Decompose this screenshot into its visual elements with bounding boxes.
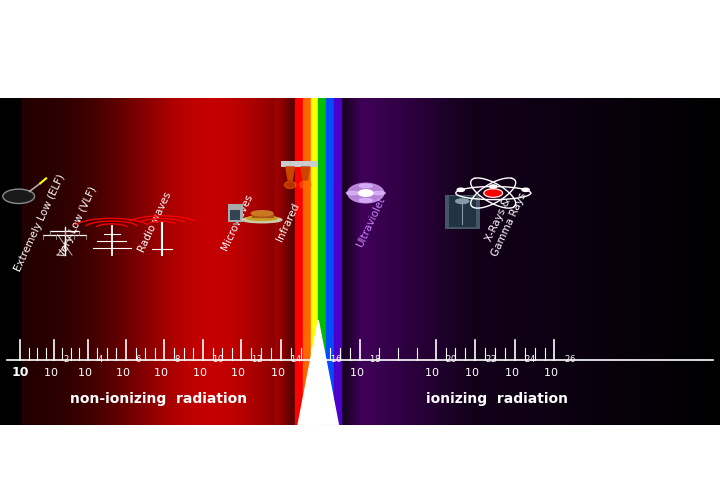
Text: $10$: $10$ <box>309 366 325 378</box>
Text: $10$: $10$ <box>348 366 364 378</box>
Ellipse shape <box>348 183 384 203</box>
Bar <box>233 223 238 225</box>
Text: $10$: $10$ <box>230 366 246 378</box>
Text: $6$: $6$ <box>135 353 142 364</box>
Circle shape <box>3 189 35 204</box>
Bar <box>310 98 318 425</box>
Text: Radio waves: Radio waves <box>137 191 173 254</box>
Circle shape <box>359 190 373 196</box>
Text: Very Low (VLF): Very Low (VLF) <box>57 185 99 259</box>
Text: $10$: $10$ <box>192 366 207 378</box>
Text: Microwaves: Microwaves <box>220 192 255 252</box>
Text: $4$: $4$ <box>97 353 104 364</box>
Ellipse shape <box>372 192 385 195</box>
Circle shape <box>457 188 464 192</box>
Text: $10$: $10$ <box>76 366 92 378</box>
Polygon shape <box>286 167 294 180</box>
Ellipse shape <box>247 216 277 220</box>
Ellipse shape <box>242 217 282 223</box>
Text: $10$: $10$ <box>42 366 58 378</box>
Text: $10$: $10$ <box>503 366 519 378</box>
Text: $2$: $2$ <box>63 353 70 364</box>
Text: $22$: $22$ <box>485 353 496 364</box>
Text: $12$: $12$ <box>251 353 262 364</box>
Text: Extremely Low (ELF): Extremely Low (ELF) <box>13 172 66 273</box>
Bar <box>449 196 476 228</box>
Ellipse shape <box>456 199 469 204</box>
Ellipse shape <box>359 199 372 202</box>
Bar <box>230 210 240 220</box>
Text: $10$: $10$ <box>153 366 168 378</box>
Polygon shape <box>301 167 310 180</box>
Text: $10$: $10$ <box>543 366 559 378</box>
Ellipse shape <box>284 181 296 189</box>
Text: $14$: $14$ <box>290 353 302 364</box>
Bar <box>303 98 310 425</box>
Text: $10$: $10$ <box>464 366 480 378</box>
Bar <box>295 98 303 425</box>
Text: 10: 10 <box>12 366 29 379</box>
Bar <box>252 214 273 216</box>
Text: $20$: $20$ <box>445 353 457 364</box>
Ellipse shape <box>300 181 311 189</box>
Text: $26$: $26$ <box>564 353 576 364</box>
Text: $10$: $10$ <box>212 353 225 364</box>
Circle shape <box>484 189 503 197</box>
Text: $24$: $24$ <box>524 353 536 364</box>
Bar <box>333 98 341 425</box>
Bar <box>318 98 326 425</box>
Text: $18$: $18$ <box>369 353 382 364</box>
Bar <box>281 161 317 167</box>
Text: ionizing  radiation: ionizing radiation <box>426 392 568 406</box>
Bar <box>326 98 333 425</box>
Bar <box>228 204 243 222</box>
Text: X-Rays &
Gamma Rays: X-Rays & Gamma Rays <box>480 187 528 258</box>
Text: Infrared: Infrared <box>275 202 301 243</box>
Ellipse shape <box>346 192 359 195</box>
Text: $16$: $16$ <box>330 353 342 364</box>
Text: $10$: $10$ <box>114 366 130 378</box>
Text: $10$: $10$ <box>424 366 440 378</box>
Polygon shape <box>298 320 338 425</box>
Circle shape <box>490 185 497 188</box>
Text: non-ionizing  radiation: non-ionizing radiation <box>70 392 247 406</box>
Bar <box>445 195 480 229</box>
Ellipse shape <box>251 211 273 216</box>
Circle shape <box>522 188 529 192</box>
Text: $10$: $10$ <box>269 366 285 378</box>
Text: $8$: $8$ <box>174 353 180 364</box>
Ellipse shape <box>359 184 372 188</box>
Text: Ultraviolet: Ultraviolet <box>355 196 387 249</box>
